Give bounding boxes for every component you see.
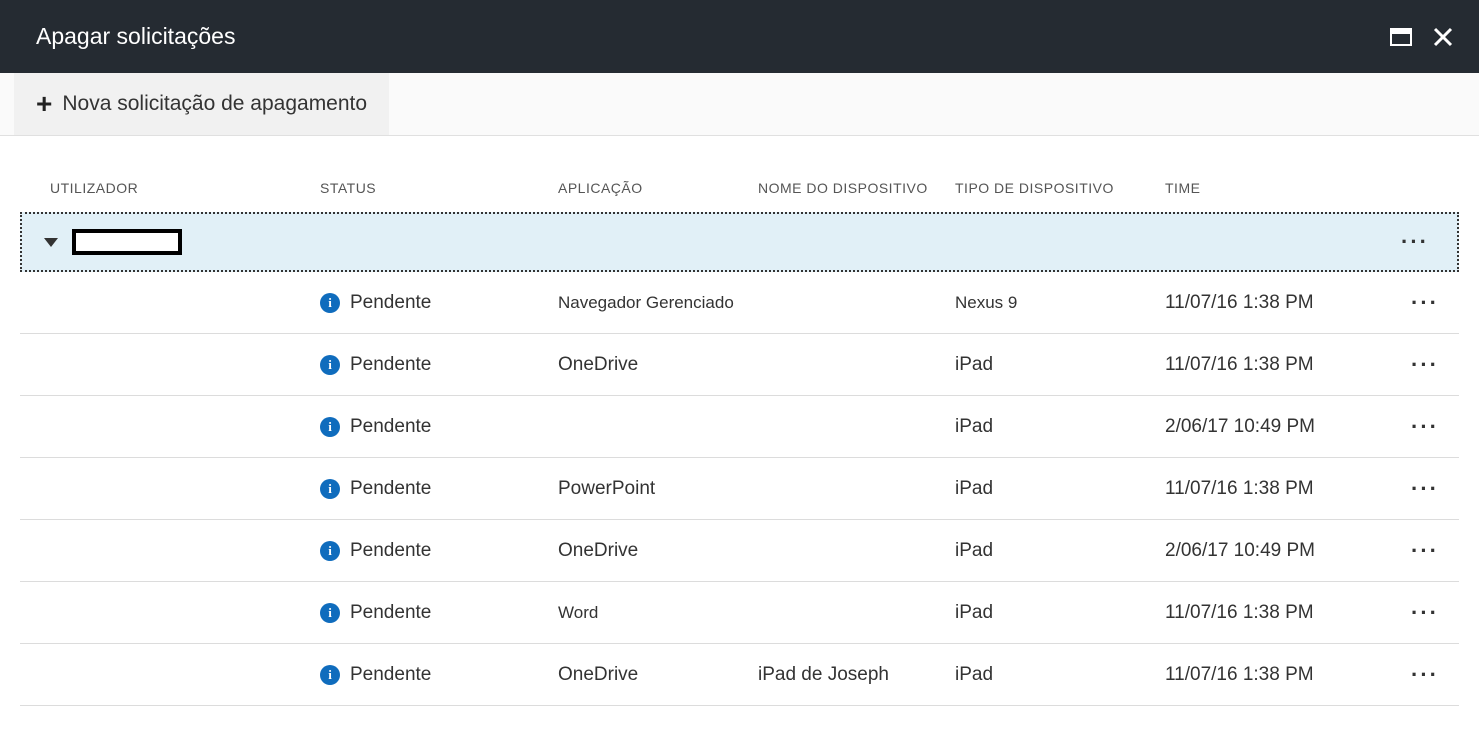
cell-time: 2/06/17 10:49 PM [1165, 540, 1409, 562]
table-row[interactable]: i Pendente Navegador Gerenciado Nexus 911/0… [20, 272, 1459, 334]
info-icon: i [320, 417, 340, 437]
row-actions-menu[interactable]: ··· [1409, 352, 1459, 378]
table-header-row: UTILIZADOR STATUS APLICAÇÃO NOME DO DISP… [20, 164, 1459, 212]
cell-device-type: iPad [955, 416, 1165, 438]
info-icon: i [320, 541, 340, 561]
col-header-device-name[interactable]: NOME DO DISPOSITIVO [758, 180, 955, 196]
cell-device-type: iPad [955, 540, 1165, 562]
col-header-user[interactable]: UTILIZADOR [50, 180, 320, 196]
table-row[interactable]: i Pendente OneDriveiPad de JosephiPad11/07… [20, 644, 1459, 706]
table-row[interactable]: i Pendente PowerPoint iPad11/07/16 1:38 PM·… [20, 458, 1459, 520]
plus-icon: + [36, 88, 52, 120]
status-label: Pendente [350, 540, 431, 562]
cell-application: Navegador Gerenciado [558, 293, 758, 313]
user-name-redacted [72, 229, 182, 255]
panel-header: Apagar solicitações [0, 0, 1479, 73]
close-icon[interactable] [1431, 25, 1455, 49]
row-actions-menu[interactable]: ··· [1409, 662, 1459, 688]
cell-application: OneDrive [558, 664, 758, 686]
status-label: Pendente [350, 478, 431, 500]
row-actions-menu[interactable]: ··· [1409, 290, 1459, 316]
cell-status: i Pendente [320, 664, 558, 686]
cell-time: 11/07/16 1:38 PM [1165, 664, 1409, 686]
row-actions-menu[interactable]: ··· [1409, 414, 1459, 440]
status-label: Pendente [350, 292, 431, 314]
status-label: Pendente [350, 664, 431, 686]
group-actions-menu[interactable]: ··· [1401, 229, 1429, 255]
cell-time: 11/07/16 1:38 PM [1165, 478, 1409, 500]
cell-status: i Pendente [320, 540, 558, 562]
content-area: UTILIZADOR STATUS APLICAÇÃO NOME DO DISP… [0, 136, 1479, 706]
maximize-icon[interactable] [1389, 25, 1413, 49]
info-icon: i [320, 479, 340, 499]
info-icon: i [320, 603, 340, 623]
cell-device-type: iPad [955, 602, 1165, 624]
cell-status: i Pendente [320, 292, 558, 314]
row-actions-menu[interactable]: ··· [1409, 538, 1459, 564]
cell-device-type: iPad [955, 354, 1165, 376]
table-row[interactable]: i Pendente iPad2/06/17 10:49 PM··· [20, 396, 1459, 458]
panel-title: Apagar solicitações [36, 23, 235, 50]
col-header-device-type[interactable]: TIPO DE DISPOSITIVO [955, 180, 1165, 196]
info-icon: i [320, 355, 340, 375]
cell-status: i Pendente [320, 478, 558, 500]
cell-device-type: iPad [955, 664, 1165, 686]
cell-status: i Pendente [320, 416, 558, 438]
status-label: Pendente [350, 602, 431, 624]
collapse-arrow-icon [44, 238, 58, 247]
cell-time: 11/07/16 1:38 PM [1165, 354, 1409, 376]
cell-device-type: iPad [955, 478, 1165, 500]
cell-application: Word [558, 603, 758, 623]
cell-application: PowerPoint [558, 478, 758, 500]
cell-time: 2/06/17 10:49 PM [1165, 416, 1409, 438]
col-header-time[interactable]: TIME [1165, 180, 1449, 196]
status-label: Pendente [350, 354, 431, 376]
col-header-app[interactable]: APLICAÇÃO [558, 180, 758, 196]
cell-time: 11/07/16 1:38 PM [1165, 602, 1409, 624]
cell-device-type: Nexus 9 [955, 293, 1165, 313]
info-icon: i [320, 293, 340, 313]
table-row[interactable]: i Pendente OneDrive iPad11/07/16 1:38 PM··· [20, 334, 1459, 396]
row-actions-menu[interactable]: ··· [1409, 476, 1459, 502]
table-row[interactable]: i Pendente Word iPad11/07/16 1:38 PM··· [20, 582, 1459, 644]
cell-application: OneDrive [558, 354, 758, 376]
cell-status: i Pendente [320, 602, 558, 624]
header-controls [1389, 25, 1455, 49]
cell-status: i Pendente [320, 354, 558, 376]
status-label: Pendente [350, 416, 431, 438]
user-group-row[interactable]: ··· [20, 212, 1459, 272]
table-row[interactable]: i Pendente OneDrive iPad2/06/17 10:49 PM··· [20, 520, 1459, 582]
info-icon: i [320, 665, 340, 685]
cell-application: OneDrive [558, 540, 758, 562]
row-actions-menu[interactable]: ··· [1409, 600, 1459, 626]
toolbar: + Nova solicitação de apagamento [0, 73, 1479, 136]
wipe-requests-table: UTILIZADOR STATUS APLICAÇÃO NOME DO DISP… [20, 164, 1459, 706]
cell-device-name: iPad de Joseph [758, 664, 955, 686]
cell-time: 11/07/16 1:38 PM [1165, 292, 1409, 314]
col-header-status[interactable]: STATUS [320, 180, 558, 196]
new-wipe-request-button[interactable]: + Nova solicitação de apagamento [14, 73, 389, 135]
new-request-label: Nova solicitação de apagamento [62, 92, 367, 116]
